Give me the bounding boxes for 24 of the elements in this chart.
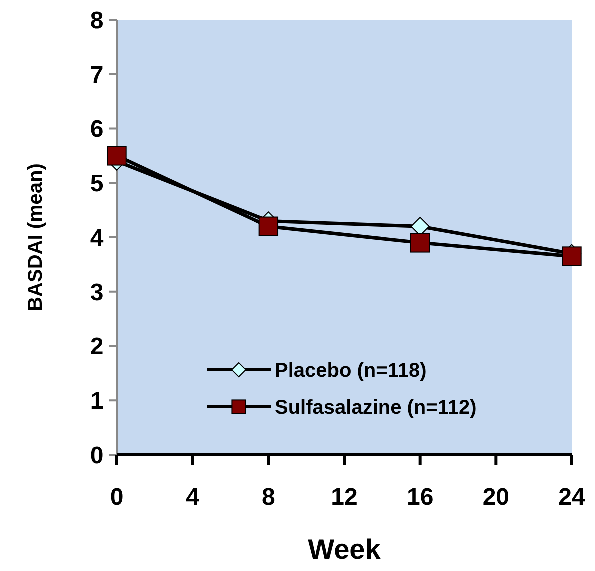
x-tick-label: 16 [406, 484, 434, 511]
y-tick-label: 3 [90, 279, 104, 306]
point [258, 216, 279, 236]
x-tick-label: 20 [482, 484, 510, 511]
y-tick-label: 7 [90, 62, 104, 89]
y-tick-label: 5 [90, 170, 104, 198]
x-tick-label: 0 [110, 484, 124, 511]
x-tick-label: 4 [186, 484, 200, 511]
y-tick-label: 6 [90, 116, 104, 144]
x-axis-title: Week [308, 534, 382, 565]
y-tick-label: 0 [90, 442, 104, 470]
x-tick-label: 12 [331, 484, 358, 511]
y-tick-label: 2 [90, 334, 104, 361]
y-tick-label: 4 [90, 224, 104, 252]
point [107, 146, 127, 166]
y-tick-label: 8 [90, 7, 104, 34]
x-tick-label: 8 [262, 484, 276, 511]
x-tick-label: 24 [558, 484, 586, 511]
point [410, 233, 430, 253]
y-tick-label: 1 [90, 388, 104, 416]
point [562, 246, 582, 266]
legend-label: Sulfasalazine (n=112) [275, 397, 477, 419]
y-axis-title: BASDAI (mean) [25, 164, 47, 312]
legend-label: Placebo (n=118) [275, 360, 427, 382]
